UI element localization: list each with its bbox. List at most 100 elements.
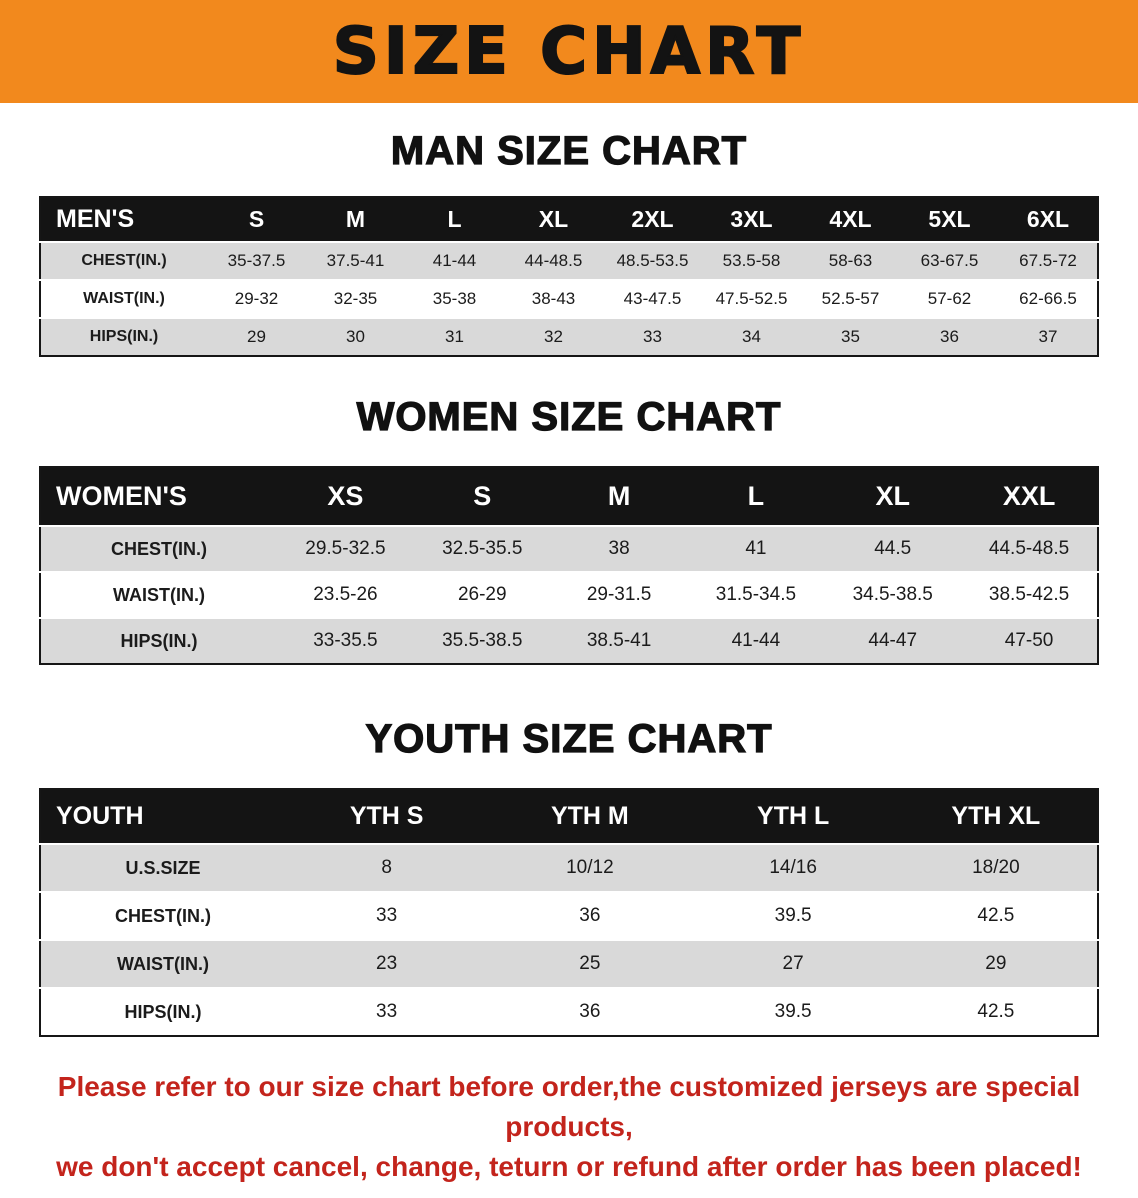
table-title-cell: WOMEN'S xyxy=(40,467,277,526)
measurement-row: WAIST(IN.) 29-32 32-35 35-38 38-43 43-47.5 47.… xyxy=(40,280,1098,318)
size-header-cell: XS xyxy=(277,467,414,526)
size-value-cell: 23 xyxy=(376,953,398,974)
size-value-cell: 32-35 xyxy=(333,289,378,308)
size-value-cell: 32.5-35.5 xyxy=(442,538,523,559)
size-value-cell: 37.5-41 xyxy=(326,251,385,270)
disclaimer-line-1: Please refer to our size chart before or… xyxy=(57,1071,1081,1142)
size-value-cell: 26-29 xyxy=(457,584,507,605)
size-value-cell: 44.5 xyxy=(874,538,912,559)
table-header-row: MEN'S S M L XL 2XL 3XL 4XL 5XL 6XL xyxy=(40,197,1098,242)
size-header-cell: XXL xyxy=(961,467,1098,526)
size-value-cell: 18/20 xyxy=(972,857,1020,878)
measurement-row: U.S.SIZE 8 10/12 14/16 18/20 xyxy=(40,844,1098,892)
size-value-cell: 58-63 xyxy=(828,251,873,270)
size-value-cell: 36 xyxy=(579,905,601,926)
size-header-cell: 6XL xyxy=(999,197,1098,242)
size-header-cell: XL xyxy=(824,467,962,526)
size-value-cell: 44.5-48.5 xyxy=(988,538,1070,559)
size-value-cell: 25 xyxy=(579,953,601,974)
measurement-row: CHEST(IN.) 35-37.5 37.5-41 41-44 44-48.5 48.5… xyxy=(40,242,1098,280)
row-label-cell: HIPS(IN.) xyxy=(120,630,198,651)
size-value-cell: 36 xyxy=(579,1001,601,1022)
size-value-cell: 33 xyxy=(376,905,398,926)
page-title: SIZE CHART xyxy=(332,14,806,90)
size-value-cell: 35-37.5 xyxy=(227,251,286,270)
measurement-row: WAIST(IN.) 23 25 27 29 xyxy=(40,940,1098,988)
table-header-row: YOUTH YTH S YTH M YTH L YTH XL xyxy=(40,789,1098,844)
size-header-cell: S xyxy=(207,197,306,242)
women-size-table: WOMEN'S XS S M L XL XXL CHEST(IN.) 29.5-32.5 32.5… xyxy=(39,466,1099,665)
size-value-cell: 38.5-41 xyxy=(586,630,652,651)
size-value-cell: 29 xyxy=(985,953,1007,974)
size-value-cell: 57-62 xyxy=(927,289,972,308)
size-header-cell: 2XL xyxy=(603,197,702,242)
size-value-cell: 29-31.5 xyxy=(586,584,652,605)
size-value-cell: 41 xyxy=(745,538,767,559)
size-value-cell: 31.5-34.5 xyxy=(715,584,797,605)
size-value-cell: 39.5 xyxy=(774,905,812,926)
size-value-cell: 67.5-72 xyxy=(1019,251,1077,270)
men-size-table: MEN'S S M L XL 2XL 3XL 4XL 5XL 6XL CHEST(IN.) 35-37… xyxy=(39,196,1099,357)
size-value-cell: 38 xyxy=(608,538,630,559)
size-value-cell: 42.5 xyxy=(977,1001,1015,1022)
size-value-cell: 41-44 xyxy=(432,251,477,270)
size-header-cell: L xyxy=(687,467,825,526)
measurement-row: HIPS(IN.) 33 36 39.5 42.5 xyxy=(40,988,1098,1036)
row-label-cell: U.S.SIZE xyxy=(125,857,201,878)
youth-size-section: YOUTH SIZE CHART YOUTH YTH S YTH M YTH L YTH… xyxy=(0,716,1138,1037)
size-header-cell: L xyxy=(405,197,504,242)
row-label-cell: HIPS(IN.) xyxy=(89,328,159,345)
size-value-cell: 39.5 xyxy=(774,1001,812,1022)
size-header-cell: M xyxy=(306,197,405,242)
size-value-cell: 34 xyxy=(742,327,761,346)
size-value-cell: 53.5-58 xyxy=(722,251,781,270)
size-value-cell: 35 xyxy=(841,327,860,346)
table-header-row: WOMEN'S XS S M L XL XXL xyxy=(40,467,1098,526)
table-title-cell: YOUTH xyxy=(40,789,285,844)
size-header-cell: XL xyxy=(504,197,603,242)
size-value-cell: 14/16 xyxy=(769,857,817,878)
order-disclaimer: Please refer to our size chart before or… xyxy=(18,1067,1120,1186)
size-header-cell: 3XL xyxy=(702,197,801,242)
size-value-cell: 27 xyxy=(782,953,804,974)
row-label-cell: WAIST(IN.) xyxy=(117,953,209,974)
women-size-section: WOMEN SIZE CHART WOMEN'S XS S M L XL XXL CHEST(… xyxy=(0,394,1138,665)
size-value-cell: 30 xyxy=(346,327,365,346)
men-section-heading: MAN SIZE CHART xyxy=(390,128,748,173)
size-value-cell: 29 xyxy=(247,327,266,346)
size-header-cell: YTH L xyxy=(691,789,895,844)
measurement-row: WAIST(IN.) 23.5-26 26-29 29-31.5 31.5-34.5 34… xyxy=(40,572,1098,618)
row-label-cell: CHEST(IN.) xyxy=(115,905,211,926)
size-value-cell: 42.5 xyxy=(977,905,1015,926)
size-value-cell: 29-32 xyxy=(234,289,279,308)
size-value-cell: 31 xyxy=(445,327,464,346)
youth-section-heading: YOUTH SIZE CHART xyxy=(365,716,773,761)
size-value-cell: 36 xyxy=(940,327,959,346)
size-value-cell: 35.5-38.5 xyxy=(442,630,523,651)
size-header-cell: M xyxy=(550,467,688,526)
size-value-cell: 10/12 xyxy=(566,857,614,878)
size-value-cell: 32 xyxy=(544,327,563,346)
youth-size-table: YOUTH YTH S YTH M YTH L YTH XL U.S.SIZE 8 10/12… xyxy=(39,788,1099,1037)
row-label-cell: WAIST(IN.) xyxy=(113,584,205,605)
size-value-cell: 34.5-38.5 xyxy=(852,584,933,605)
size-value-cell: 41-44 xyxy=(731,630,781,651)
measurement-row: HIPS(IN.) 29 30 31 32 33 34 35 36 37 xyxy=(40,318,1098,356)
title-banner: SIZE CHART xyxy=(0,0,1138,103)
size-value-cell: 52.5-57 xyxy=(821,289,880,308)
size-value-cell: 37 xyxy=(1038,327,1058,346)
size-value-cell: 38.5-42.5 xyxy=(988,584,1070,605)
size-value-cell: 33 xyxy=(376,1001,398,1022)
size-value-cell: 23.5-26 xyxy=(313,584,378,605)
table-title-cell: MEN'S xyxy=(40,197,207,242)
measurement-row: CHEST(IN.) 33 36 39.5 42.5 xyxy=(40,892,1098,940)
row-label-cell: CHEST(IN.) xyxy=(81,252,167,269)
women-section-heading: WOMEN SIZE CHART xyxy=(356,394,782,439)
size-value-cell: 44-48.5 xyxy=(524,251,583,270)
size-header-cell: YTH S xyxy=(285,789,489,844)
measurement-row: HIPS(IN.) 33-35.5 35.5-38.5 38.5-41 41-44 44-… xyxy=(40,618,1098,664)
size-header-cell: S xyxy=(413,467,551,526)
size-value-cell: 35-38 xyxy=(432,289,477,308)
row-label-cell: CHEST(IN.) xyxy=(111,538,207,559)
